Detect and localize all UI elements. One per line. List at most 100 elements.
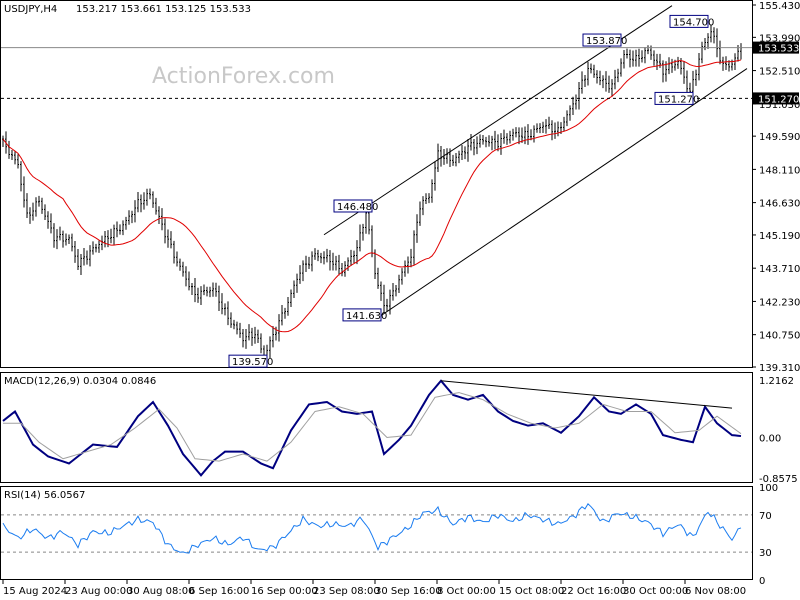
price-bar xyxy=(713,27,715,44)
price-bar xyxy=(635,49,637,67)
price-bar xyxy=(92,241,94,255)
price-bar xyxy=(644,47,646,64)
current-price-tag-box xyxy=(753,41,799,54)
price-bar xyxy=(329,250,331,271)
watermark: ActionForex.com xyxy=(152,64,335,89)
price-bar xyxy=(314,248,316,260)
price-bar xyxy=(566,110,568,127)
price-bar xyxy=(209,286,211,298)
price-bar xyxy=(578,82,580,110)
price-bar xyxy=(104,231,106,248)
price-bar xyxy=(197,287,199,303)
price-bar xyxy=(239,322,241,338)
price-bar xyxy=(377,267,379,289)
price-axis-tick-label: 149.590 xyxy=(759,132,800,143)
macd-axis-tick-label: 0.00 xyxy=(759,433,781,444)
price-bar xyxy=(431,179,433,203)
price-bar xyxy=(452,154,454,166)
price-bar xyxy=(413,230,415,265)
price-bar xyxy=(677,56,679,69)
moving-average-line xyxy=(2,59,742,333)
price-bar xyxy=(167,229,169,248)
price-bar xyxy=(587,61,589,86)
price-bar xyxy=(515,127,517,138)
price-bar xyxy=(710,24,712,43)
price-bar xyxy=(146,188,148,206)
price-bar xyxy=(11,149,13,160)
time-axis-tick-label: 6 Sep 16:00 xyxy=(189,586,249,597)
rsi-axis-tick-label: 0 xyxy=(759,576,765,587)
price-marker-label: 146.480 xyxy=(337,202,378,213)
price-bar xyxy=(506,133,508,145)
price-pane-frame xyxy=(0,0,753,368)
time-axis-tick-label: 8 Oct 00:00 xyxy=(437,586,496,597)
price-bar xyxy=(125,216,127,230)
price-axis-tick-label: 151.030 xyxy=(759,100,800,111)
price-bar xyxy=(380,281,382,301)
rsi-layer xyxy=(1,503,752,554)
price-bar xyxy=(581,71,583,94)
price-axis-tick-label: 152.510 xyxy=(759,67,800,78)
time-axis-tick-label: 23 Aug 00:00 xyxy=(65,586,132,597)
price-bar xyxy=(740,43,742,60)
price-bar xyxy=(488,135,490,147)
price-bar xyxy=(521,127,523,143)
price-bar xyxy=(17,154,19,169)
time-axis-tick-label: 15 Aug 2024 xyxy=(3,586,67,597)
price-bar xyxy=(182,261,184,277)
price-bar xyxy=(683,61,685,84)
price-axis-tick-label: 155.430 xyxy=(759,1,800,12)
price-bar xyxy=(179,258,181,271)
price-bar xyxy=(155,197,157,215)
price-bar xyxy=(536,123,538,133)
price-bar xyxy=(35,197,37,217)
price-marker-box xyxy=(669,14,709,28)
support-level-tag-box xyxy=(753,92,799,105)
time-axis-tick-label: 15 Oct 08:00 xyxy=(499,586,564,597)
price-bar xyxy=(530,129,532,141)
price-bar xyxy=(383,284,385,313)
price-bar xyxy=(623,49,625,69)
current-price-tag: 153.533 xyxy=(758,44,799,55)
price-bar xyxy=(512,128,514,141)
price-bar xyxy=(317,249,319,262)
price-bar xyxy=(278,314,280,342)
price-bar xyxy=(446,148,448,164)
price-bar xyxy=(2,135,4,147)
price-bar xyxy=(53,223,55,248)
price-bar xyxy=(620,58,622,77)
price-bar xyxy=(338,254,340,276)
price-bar xyxy=(494,130,496,150)
price-bar xyxy=(260,333,262,354)
rsi-axis-tick-label: 30 xyxy=(759,548,772,559)
price-bar xyxy=(518,127,520,145)
price-bar xyxy=(458,150,460,164)
price-bar xyxy=(77,248,79,270)
price-bar xyxy=(545,119,547,134)
price-bar xyxy=(311,251,313,272)
macd-signal-line xyxy=(3,392,742,462)
price-bar xyxy=(47,211,49,229)
price-bar xyxy=(341,262,343,277)
price-bar xyxy=(128,210,130,225)
price-bar xyxy=(638,48,640,67)
price-bar xyxy=(401,268,403,285)
price-bar xyxy=(647,45,649,55)
price-bar xyxy=(551,120,553,141)
price-bar xyxy=(428,193,430,204)
time-axis-tick-label: 16 Sep 00:00 xyxy=(251,586,318,597)
price-bar xyxy=(416,214,418,243)
price-bar xyxy=(275,326,277,341)
macd-axis-tick-label: -0.8575 xyxy=(759,474,798,485)
price-bar xyxy=(242,328,244,348)
time-axis-tick-label: 30 Sep 16:00 xyxy=(375,586,442,597)
price-bar xyxy=(404,260,406,277)
price-bar xyxy=(437,143,439,173)
price-bar xyxy=(524,126,526,145)
price-bar xyxy=(23,176,25,208)
price-bar xyxy=(233,319,235,330)
macd-axis-tick-label: 1.2162 xyxy=(759,376,794,387)
price-bar xyxy=(284,307,286,319)
